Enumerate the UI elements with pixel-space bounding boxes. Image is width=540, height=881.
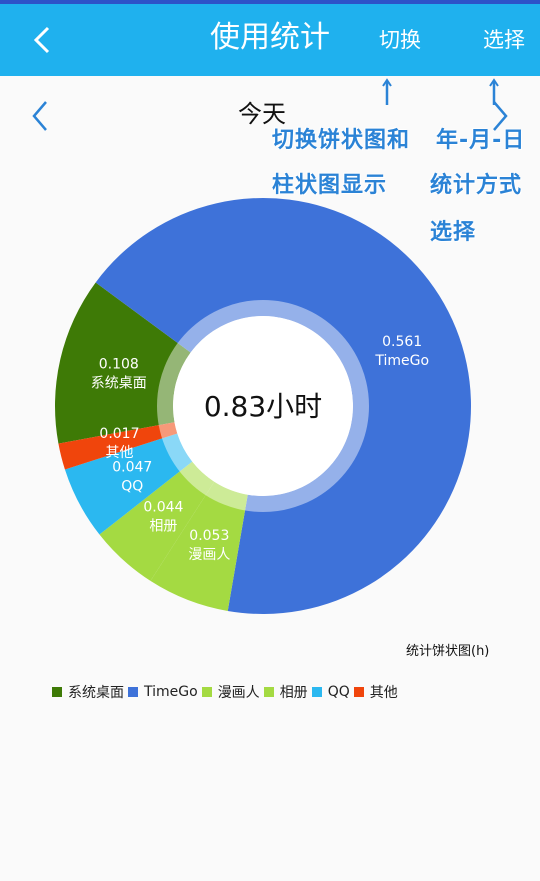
legend-label: QQ: [328, 684, 350, 700]
legend-item: QQ: [312, 684, 350, 700]
annotation-select-line1: 年-月-日: [436, 126, 525, 156]
annotation-select-line2: 统计方式: [430, 171, 522, 201]
slice-name-label: 其他: [105, 445, 133, 461]
slice-name-label: 系统桌面: [91, 376, 147, 392]
select-period-button[interactable]: 选择: [483, 26, 525, 54]
page-title: 使用统计: [210, 20, 330, 55]
chevron-left-icon: [28, 22, 58, 58]
annotation-select-line3: 选择: [430, 218, 476, 248]
legend-swatch: [312, 687, 322, 697]
chart-caption: 统计饼状图(h): [406, 640, 489, 659]
page-title-wrap: 使用统计: [0, 18, 540, 58]
center-total-label: 0.83小时: [204, 390, 322, 423]
arrow-up-icon: [382, 78, 392, 106]
legend-swatch: [52, 687, 62, 697]
slice-value-label: 0.561: [382, 334, 422, 350]
legend-item: 相册: [264, 682, 308, 702]
slice-name-label: 相册: [149, 518, 177, 534]
legend-swatch: [202, 687, 212, 697]
legend-label: TimeGo: [144, 684, 198, 700]
legend-item: 系统桌面: [52, 682, 124, 702]
chart-legend: 系统桌面 TimeGo 漫画人 相册 QQ 其他: [52, 682, 402, 702]
legend-item: 其他: [354, 682, 398, 702]
legend-label: 其他: [370, 682, 398, 702]
slice-name-label: 漫画人: [188, 547, 230, 563]
legend-label: 相册: [280, 682, 308, 702]
back-button[interactable]: [28, 22, 58, 58]
slice-name-label: QQ: [121, 478, 143, 494]
legend-item: 漫画人: [202, 682, 260, 702]
chevron-left-icon: [28, 98, 54, 134]
slice-value-label: 0.047: [112, 459, 152, 475]
legend-swatch: [354, 687, 364, 697]
annotation-switch-line1: 切换饼状图和: [272, 126, 410, 156]
legend-swatch: [264, 687, 274, 697]
legend-label: 漫画人: [218, 682, 260, 702]
status-strip: [0, 0, 540, 4]
slice-value-label: 0.108: [99, 357, 139, 373]
slice-name-label: TimeGo: [374, 353, 429, 369]
app-bar: 使用统计 切换 选择: [0, 0, 540, 76]
slice-value-label: 0.017: [99, 426, 139, 442]
legend-item: TimeGo: [128, 684, 198, 700]
switch-chart-button[interactable]: 切换: [379, 26, 421, 54]
legend-label: 系统桌面: [68, 682, 124, 702]
previous-day-button[interactable]: [28, 98, 54, 134]
slice-value-label: 0.053: [189, 528, 229, 544]
legend-swatch: [128, 687, 138, 697]
slice-value-label: 0.044: [143, 499, 183, 515]
annotation-switch-line2: 柱状图显示: [272, 171, 387, 201]
